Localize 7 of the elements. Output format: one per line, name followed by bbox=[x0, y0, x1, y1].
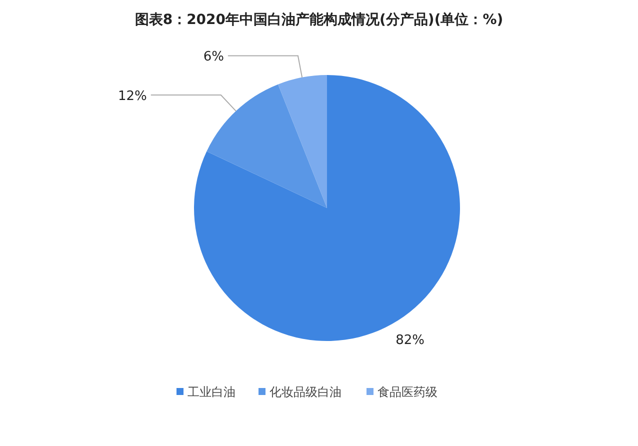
data-label: 82% bbox=[396, 332, 425, 348]
data-label: 12% bbox=[118, 89, 147, 104]
chart-title: 图表8：2020年中国白油产能构成情况(分产品)(单位：%) bbox=[134, 11, 504, 28]
legend-label: 工业白油 bbox=[188, 385, 236, 399]
legend-label: 化妆品级白油 bbox=[270, 385, 342, 399]
data-label: 6% bbox=[203, 50, 224, 65]
legend-label: 食品医药级 bbox=[378, 385, 438, 399]
